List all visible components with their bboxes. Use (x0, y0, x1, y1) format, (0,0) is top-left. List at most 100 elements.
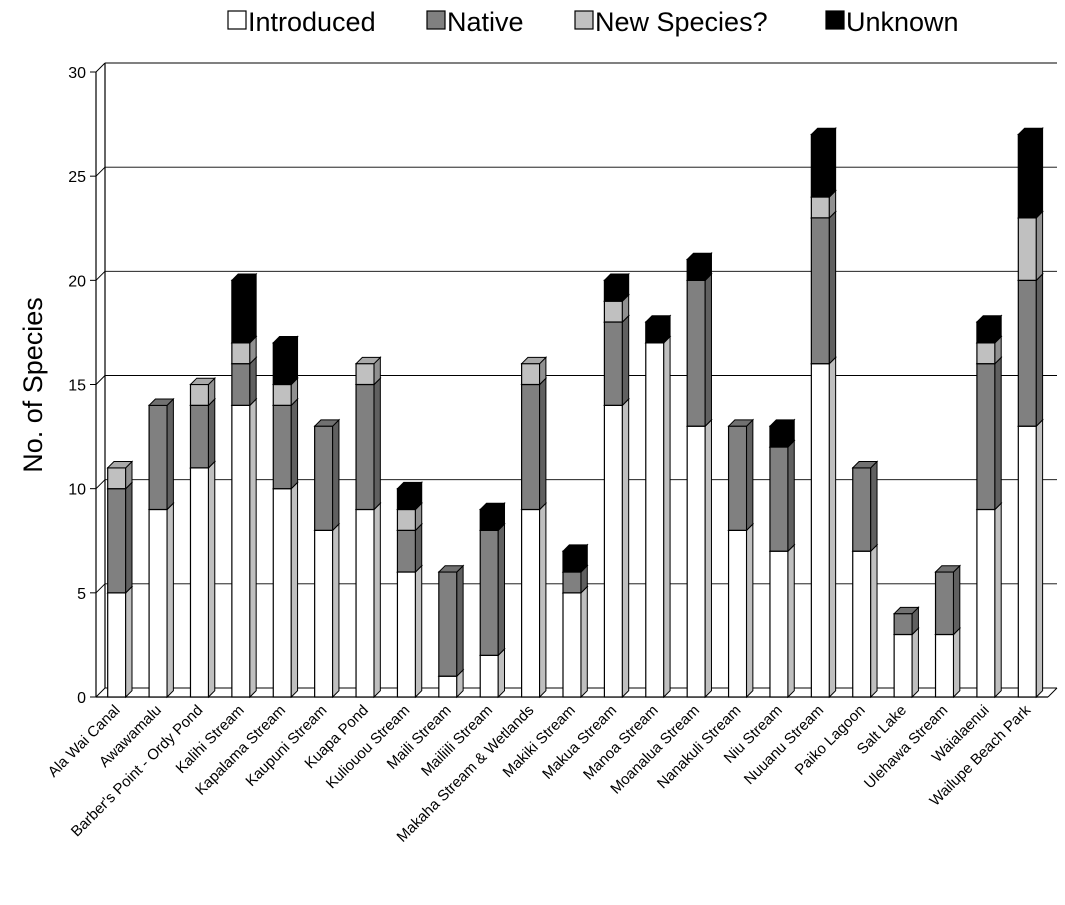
bar-face (852, 550, 872, 698)
y-tick-mark (95, 583, 106, 594)
legend-label: Native (447, 7, 524, 37)
bar-face (976, 321, 996, 344)
bar-segment-native (147, 397, 175, 511)
bar-face (727, 425, 748, 531)
bar-top (396, 481, 423, 490)
y-tick-mark (95, 375, 106, 385)
bar-side (332, 522, 340, 699)
bar-face (521, 363, 541, 386)
bar-side (125, 481, 133, 595)
bar-face (686, 279, 706, 427)
bar-face (603, 321, 623, 406)
bar-segment-introduced (396, 564, 423, 699)
bar-side (911, 626, 919, 699)
bar-face (1017, 279, 1037, 427)
bar-segment-native (685, 272, 713, 428)
bar-side (166, 501, 174, 699)
bar-face (148, 508, 168, 698)
y-tick-mark (95, 687, 106, 698)
bar-face (645, 321, 665, 344)
bar-face (189, 383, 210, 406)
y-axis-label: No. of Species (18, 297, 48, 473)
bar-face (438, 675, 458, 698)
bar-face (189, 404, 210, 469)
bar-face (893, 613, 913, 636)
bar-stack-ulehawa-stream (934, 564, 962, 699)
bar-segment-introduced (272, 481, 299, 699)
bar-face (852, 467, 872, 552)
bar-side (953, 564, 961, 636)
bar-segment-unknown (685, 251, 713, 282)
bar-face (810, 196, 830, 219)
bar-top (685, 252, 713, 260)
bar-stack-makiki-stream (561, 543, 589, 699)
bar-segment-native (189, 397, 216, 470)
y-tick-mark (95, 479, 106, 490)
bar-face (769, 425, 789, 448)
bar-face (479, 529, 499, 656)
floor-right-edge (1047, 687, 1058, 698)
bar-segment-unknown (644, 314, 672, 345)
bar-face (645, 342, 665, 698)
bar-stack-manoa-stream (644, 314, 672, 699)
bar-segment-native (520, 376, 548, 511)
bar-segment-introduced (685, 418, 713, 699)
bar-face (521, 508, 541, 698)
bar-side (207, 460, 216, 699)
bar-segment-introduced (603, 397, 630, 699)
bar-face (810, 217, 830, 365)
bar-stack-kapalama-stream (272, 335, 299, 699)
bar-top (354, 356, 382, 365)
bar-segment-unknown (768, 418, 796, 449)
bar-side (166, 397, 174, 511)
bar-segment-introduced (934, 626, 962, 699)
y-tick-label: 25 (68, 169, 86, 186)
y-tick-label: 5 (77, 586, 86, 603)
bars (106, 126, 1044, 699)
bar-face (355, 383, 375, 511)
bar-side (125, 585, 133, 699)
bar-segment-new-species (520, 356, 548, 386)
bar-stack-niu-stream (768, 418, 796, 699)
bar-segment-native (106, 481, 134, 595)
bar-face (562, 571, 582, 594)
bar-segment-native (934, 564, 962, 636)
y-tick-label: 30 (68, 65, 86, 82)
bar-face (976, 363, 996, 511)
bar-stack-makaha-stream-wetlands (520, 356, 548, 699)
bar-segment-new-species (354, 356, 382, 386)
category-label-makiki-stream: Makiki Stream (500, 702, 579, 781)
y-tick-mark (95, 62, 106, 73)
bar-segment-native (272, 397, 299, 490)
y-tick-label: 10 (68, 482, 86, 499)
bar-face (107, 467, 127, 490)
bar-top (106, 461, 134, 469)
bar-segment-unknown (561, 543, 589, 574)
bar-face (934, 633, 955, 698)
bar-side (290, 397, 299, 490)
legend-item-native: Native (426, 7, 524, 37)
bar-segment-native (810, 210, 837, 365)
bar-stack-kalihi-stream (230, 272, 258, 699)
bar-segment-native (975, 356, 1003, 511)
bar-stack-nanakuli-stream (727, 418, 755, 699)
bar-segment-native (1017, 272, 1044, 428)
bar-side (704, 418, 712, 699)
bar-segment-native (230, 356, 258, 407)
bar-segment-new-species (106, 460, 134, 490)
bar-segment-introduced (727, 522, 755, 699)
bar-side (580, 585, 588, 699)
bar-side (953, 626, 961, 699)
bar-face (479, 508, 499, 531)
bar-face (603, 300, 623, 323)
bar-face (355, 363, 375, 386)
bar-side (373, 376, 381, 511)
bar-segment-unknown (230, 272, 258, 345)
bar-face (562, 592, 582, 698)
bar-face (231, 404, 251, 698)
bar-face (976, 342, 996, 365)
bar-top (437, 565, 465, 573)
bar-side (828, 126, 837, 199)
legend-swatch (574, 10, 594, 30)
